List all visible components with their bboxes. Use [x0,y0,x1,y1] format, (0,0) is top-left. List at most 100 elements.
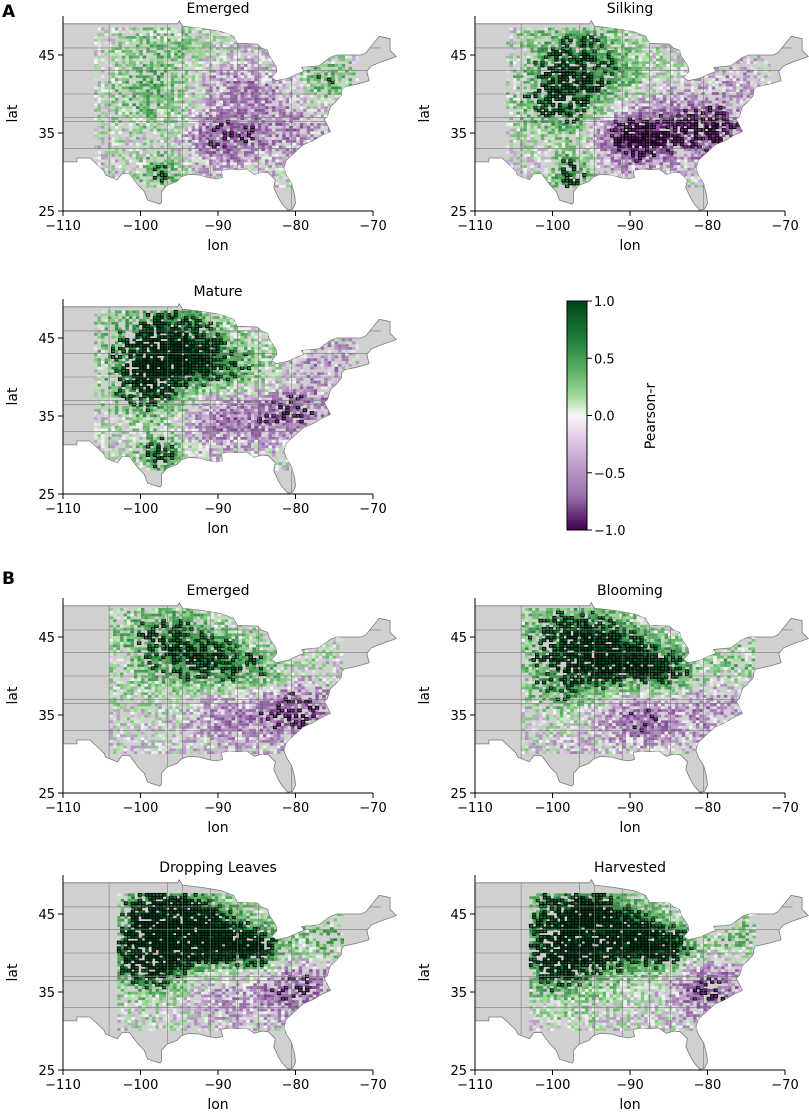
county-cell [195,153,199,157]
county-cell [181,165,185,168]
county-cell [610,86,615,90]
county-cell [146,153,150,157]
county-cell [530,167,534,171]
county-cell [209,94,213,98]
county-cell [533,44,538,48]
county-cell [188,142,192,146]
county-cell [520,159,524,163]
county-cell [278,83,283,87]
county-cell [690,100,695,104]
county-cell [174,134,178,137]
county-cell [635,55,639,59]
county-cell [226,36,230,39]
county-cell [697,128,702,132]
county-cell [607,50,611,53]
county-cell [666,145,670,149]
county-cell [680,123,684,126]
county-cell [216,109,220,112]
county-cell [645,159,649,163]
county-cell [202,75,206,79]
county-cell [114,50,119,53]
county-cell [114,61,119,64]
county-cell [656,66,660,70]
county-cell [642,55,646,59]
county-cell [209,55,213,59]
county-cell [551,184,555,188]
county-cell [216,131,220,135]
county-cell [551,179,555,182]
county-cell [142,153,147,157]
county-cell [268,117,272,121]
county-cell [575,94,580,98]
county-cell [153,131,157,135]
county-cell [223,153,227,157]
county-cell [233,162,237,166]
county-cell [244,61,248,64]
county-cell [516,41,520,45]
county-cell [125,128,129,132]
county-cell [104,69,108,73]
county-cell [216,103,220,107]
county-cell [184,78,189,81]
county-cell [303,125,307,129]
county-cell [271,139,276,143]
county-cell [572,176,576,180]
county-cell [135,151,140,154]
county-cell [132,173,136,177]
county-cell [568,100,573,104]
county-cell [676,52,681,56]
county-cell [589,142,594,146]
county-cell [160,100,164,104]
county-cell [285,176,290,180]
county-cell [718,75,723,79]
county-cell [572,36,576,39]
county-cell [153,27,157,31]
county-cell [226,92,230,95]
county-cell [638,36,642,39]
county-cell [219,142,224,146]
county-cell [261,125,265,129]
county-cell [697,136,702,141]
county-cell [111,92,115,95]
county-cell [656,61,660,64]
county-cell [701,182,705,185]
county-cell [264,125,269,129]
county-cell [188,165,192,168]
county-cell [125,170,129,174]
county-cell [610,80,615,84]
county-cell [153,80,157,84]
county-cell [125,64,129,67]
county-cell [181,52,185,56]
county-cell [683,122,688,127]
county-cell [704,111,709,115]
county-cell [739,69,744,73]
county-cell [114,64,119,67]
county-cell [135,27,140,31]
county-cell [128,109,133,112]
county-cell [331,72,335,76]
county-cell [624,41,629,45]
county-cell [230,103,234,107]
county-cell [149,153,154,157]
county-cell [575,55,580,59]
county-cell [268,86,272,90]
county-cell [139,173,143,177]
county-cell [593,142,597,146]
county-cell [209,114,213,118]
county-cell [142,83,147,87]
county-cell [156,173,161,177]
county-cell [586,170,590,174]
county-cell [181,36,185,39]
county-cell [642,97,646,101]
county-cell [544,44,548,48]
county-cell [662,114,667,118]
county-cell [662,170,667,174]
county-cell [540,156,545,160]
county-cell [732,117,737,121]
county-cell [736,111,740,115]
county-cell [725,128,730,132]
county-cell [690,137,695,140]
county-cell [219,89,224,93]
county-cell [142,75,147,79]
county-cell [254,64,258,67]
